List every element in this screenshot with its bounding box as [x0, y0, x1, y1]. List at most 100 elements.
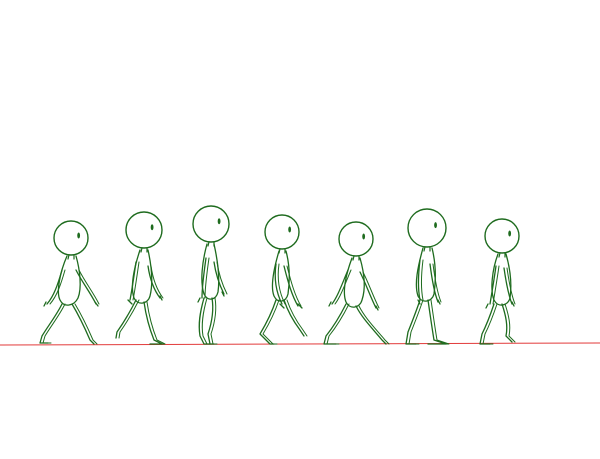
- figure-neck: [352, 255, 360, 261]
- figure-eye: [150, 224, 154, 231]
- figure-front-arm-outline: [216, 261, 228, 295]
- figure-back-leg-outline: [201, 297, 218, 345]
- walking-figure: [479, 218, 520, 345]
- figure-back-leg: [39, 303, 63, 344]
- figure-back-leg-outline: [482, 303, 498, 345]
- figure-back-arm: [417, 259, 421, 301]
- figure-back-leg-outline: [408, 299, 424, 345]
- figure-back-leg: [115, 299, 137, 339]
- figure-back-arm: [46, 269, 63, 305]
- figure-front-leg-outline: [210, 297, 217, 345]
- figure-front-leg: [283, 299, 305, 337]
- figure-head: [192, 205, 230, 243]
- figure-eye: [77, 232, 81, 239]
- figure-front-arm-outline: [286, 265, 302, 307]
- figure-body: [131, 249, 153, 304]
- figure-back-arm: [331, 269, 349, 305]
- figure-back-leg-outline: [118, 299, 140, 339]
- figure-front-leg-outline: [146, 301, 166, 345]
- figure-back-hand: [279, 303, 285, 309]
- figure-back-hand: [127, 299, 133, 305]
- figure-front-arm: [359, 271, 377, 309]
- figure-eye: [508, 230, 512, 237]
- figure-back-leg-outline: [42, 303, 66, 344]
- figure-front-leg-outline: [504, 303, 516, 343]
- figure-front-leg: [207, 297, 214, 345]
- figure-back-arm-outline: [277, 263, 286, 305]
- figure-eye: [434, 222, 437, 229]
- figure-front-leg: [143, 301, 163, 345]
- figure-front-leg-outline: [430, 299, 450, 345]
- figure-back-arm-outline: [204, 257, 210, 299]
- figure-back-arm: [201, 257, 207, 299]
- figure-front-arm-outline: [362, 271, 380, 309]
- figure-back-arm: [489, 265, 497, 305]
- figure-back-arm: [129, 261, 137, 301]
- figure-back-arm: [274, 263, 283, 305]
- figure-head: [338, 221, 374, 257]
- figure-head: [125, 211, 163, 249]
- figure-front-arm-outline: [150, 265, 164, 299]
- ground-line: [0, 342, 600, 346]
- figure-front-arm-outline: [78, 269, 100, 305]
- figure-front-arm-outline: [506, 267, 516, 305]
- walking-figure: [192, 205, 230, 345]
- figure-neck: [67, 254, 75, 260]
- figure-front-leg: [501, 303, 513, 343]
- figure-front-leg: [71, 303, 95, 345]
- figure-back-leg-outline: [326, 303, 350, 345]
- figure-front-hand: [159, 295, 163, 301]
- figure-back-leg-outline: [262, 299, 280, 345]
- figure-front-leg-outline: [358, 305, 390, 345]
- figure-back-arm-outline: [132, 261, 140, 301]
- figure-front-arm: [429, 263, 439, 303]
- figure-front-leg: [355, 305, 387, 345]
- figure-head: [407, 208, 447, 248]
- figure-front-leg-outline: [286, 299, 308, 337]
- figure-back-leg: [323, 303, 347, 345]
- figure-front-arm: [147, 265, 161, 299]
- figure-head: [264, 214, 300, 250]
- figure-front-leg-outline: [74, 303, 98, 345]
- figure-neck: [140, 247, 148, 253]
- figure-head: [53, 220, 89, 256]
- figure-front-hand: [94, 301, 99, 307]
- figure-back-leg: [259, 299, 277, 345]
- figure-eye: [217, 218, 221, 225]
- walking-figure: [405, 208, 450, 345]
- figure-back-hand: [328, 301, 332, 307]
- walk-cycle-figures: [39, 205, 520, 345]
- figure-front-arm: [213, 261, 225, 295]
- figure-back-arm-outline: [492, 265, 500, 305]
- figure-front-hand: [437, 299, 441, 305]
- figure-front-hand: [297, 303, 303, 309]
- walking-figure: [115, 211, 166, 345]
- figure-back-leg: [479, 303, 495, 345]
- walking-figure: [323, 221, 390, 345]
- figure-back-hand: [197, 297, 201, 303]
- figure-back-hand: [43, 301, 47, 307]
- walking-figure: [39, 220, 100, 345]
- figure-back-hand: [417, 299, 421, 305]
- figure-neck: [423, 246, 431, 252]
- figure-body: [415, 247, 436, 302]
- figure-front-leg: [427, 299, 447, 345]
- figure-front-hand: [511, 301, 515, 307]
- figure-front-hand: [375, 305, 379, 311]
- walking-figure: [259, 214, 308, 345]
- figure-back-arm-outline: [421, 259, 424, 301]
- figure-eye: [288, 226, 292, 233]
- figure-eye: [362, 233, 366, 240]
- figure-front-arm: [75, 269, 97, 305]
- figure-front-arm-outline: [432, 263, 442, 303]
- figure-front-hand: [221, 291, 225, 297]
- figure-front-arm: [283, 265, 299, 307]
- figure-back-arm-outline: [334, 269, 352, 305]
- figure-back-leg: [405, 299, 421, 345]
- figure-back-leg: [198, 297, 215, 345]
- figure-back-arm-outline: [49, 269, 66, 305]
- figure-back-hand: [485, 303, 489, 309]
- figure-head: [484, 218, 520, 254]
